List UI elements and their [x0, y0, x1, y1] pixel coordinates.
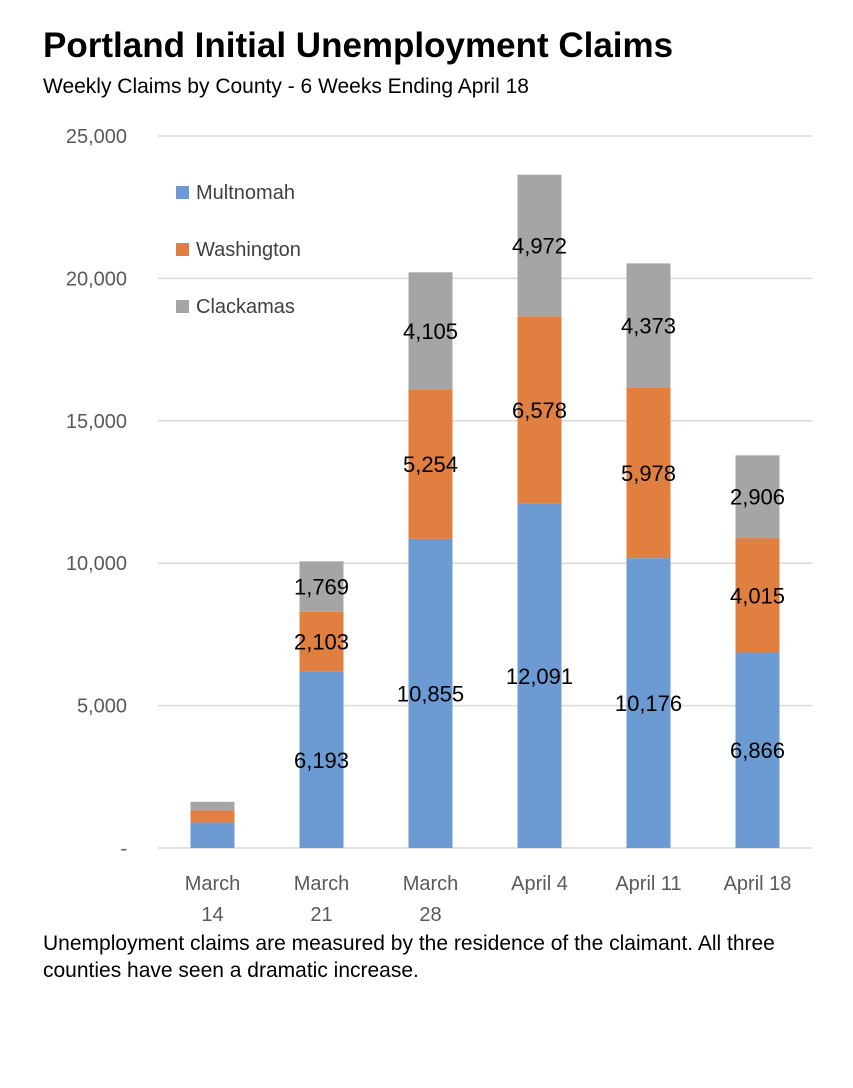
- bar-washington-2: [408, 389, 453, 539]
- x-tick-label: 28: [419, 904, 441, 926]
- y-axis: - 5,000 10,000 15,000 20,000 25,000: [66, 126, 127, 860]
- bar-multnomah-5: [735, 652, 780, 848]
- bar-clackamas-5: [735, 455, 780, 539]
- data-label-clackamas-2: 4,105: [403, 319, 458, 344]
- data-label-washington-3: 6,578: [512, 398, 567, 423]
- bar-clackamas-1: [299, 561, 344, 612]
- data-label-multnomah-3: 12,091: [506, 664, 573, 689]
- legend-label-clackamas: Clackamas: [196, 296, 295, 318]
- bar-clackamas-2: [408, 272, 453, 390]
- y-tick-label: 5,000: [77, 696, 127, 718]
- bar-clackamas-0: [190, 801, 235, 811]
- data-label-clackamas-3: 4,972: [512, 234, 567, 259]
- bar-clackamas-3: [517, 174, 562, 317]
- data-label-multnomah-2: 10,855: [397, 681, 464, 706]
- bar-multnomah-4: [626, 558, 671, 848]
- bar-multnomah-3: [517, 503, 562, 848]
- y-tick-label: 25,000: [66, 126, 127, 148]
- chart-area: - 5,000 10,000 15,000 20,000 25,000 6,193 2,10…: [66, 126, 812, 926]
- footnote: Unemployment claims are measured by the …: [43, 932, 775, 982]
- y-tick-label: 20,000: [66, 268, 127, 290]
- chart-title: Portland Initial Unemployment Claims: [43, 26, 674, 65]
- legend-label-washington: Washington: [196, 239, 301, 261]
- grid-lines: [158, 135, 812, 849]
- chart-subtitle: Weekly Claims by County - 6 Weeks Ending…: [43, 75, 529, 98]
- bar-washington-4: [626, 387, 671, 559]
- bar-washington-1: [299, 611, 344, 672]
- x-tick-label: 14: [201, 904, 223, 926]
- data-label-multnomah-5: 6,866: [730, 738, 785, 763]
- bar-multnomah-1: [299, 671, 344, 848]
- legend: Multnomah Washington Clackamas: [176, 182, 301, 318]
- x-tick-label: March: [185, 873, 241, 895]
- y-tick-label: 15,000: [66, 411, 127, 433]
- data-label-washington-4: 5,978: [621, 461, 676, 486]
- y-tick-label: 10,000: [66, 553, 127, 575]
- data-labels: 6,193 2,103 1,769 10,855 5,254 4,105 12,091 6,5…: [294, 234, 785, 773]
- bars: [190, 174, 780, 848]
- legend-label-multnomah: Multnomah: [196, 182, 295, 204]
- x-tick-label: April 11: [615, 873, 681, 895]
- x-axis: March 14 March 21 March 28 April 4 April 11 Apri…: [185, 873, 792, 926]
- data-label-washington-5: 4,015: [730, 583, 785, 608]
- x-tick-label: April 18: [724, 873, 792, 895]
- data-label-multnomah-1: 6,193: [294, 748, 349, 773]
- x-tick-label: April 4: [511, 873, 568, 895]
- legend-swatch-multnomah: [176, 186, 189, 199]
- x-tick-label: March: [294, 873, 350, 895]
- bar-washington-3: [517, 316, 562, 504]
- data-label-multnomah-4: 10,176: [615, 691, 682, 716]
- x-tick-label: March: [403, 873, 459, 895]
- data-label-clackamas-5: 2,906: [730, 485, 785, 510]
- bar-multnomah-0: [190, 822, 235, 848]
- data-label-washington-2: 5,254: [403, 452, 458, 477]
- bar-washington-5: [735, 538, 780, 653]
- data-label-clackamas-4: 4,373: [621, 314, 676, 339]
- legend-swatch-clackamas: [176, 300, 189, 313]
- data-label-clackamas-1: 1,769: [294, 575, 349, 600]
- bar-clackamas-4: [626, 263, 671, 388]
- legend-swatch-washington: [176, 243, 189, 256]
- bar-washington-0: [190, 810, 235, 823]
- x-tick-label: 21: [310, 904, 332, 926]
- y-tick-label: -: [120, 838, 127, 860]
- bar-multnomah-2: [408, 538, 453, 848]
- data-label-washington-1: 2,103: [294, 630, 349, 655]
